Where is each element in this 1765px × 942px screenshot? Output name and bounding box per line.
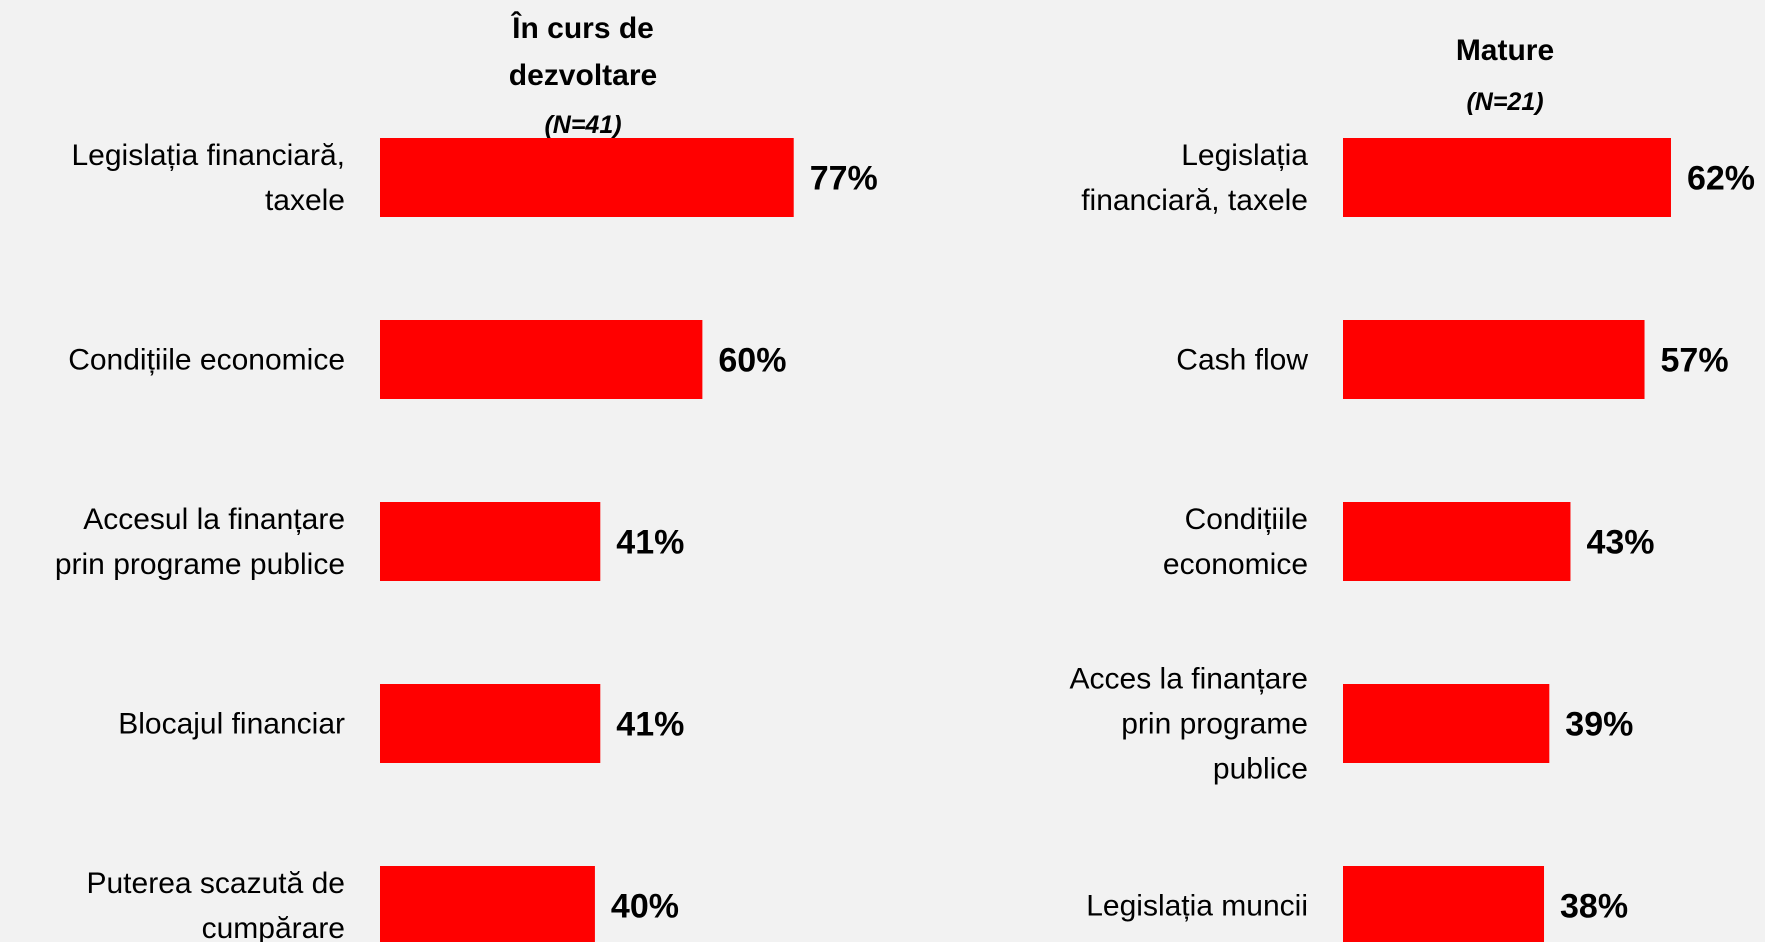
data-label: 40% <box>611 888 679 926</box>
category-label: Acces la finanțare prin programe publice <box>1070 663 1308 786</box>
data-label: 60% <box>718 342 786 380</box>
bar-1 <box>1343 138 1671 217</box>
chart-title-line: dezvoltare <box>509 59 657 92</box>
chart-title-line: Mature <box>1456 34 1554 67</box>
category-label: Legislația financiară, taxele <box>1081 139 1308 217</box>
category-label-line: Legislația financiară, <box>71 139 345 172</box>
category-label-line: Condițiile economice <box>68 344 345 377</box>
category-label: Blocajul financiar <box>118 708 345 741</box>
category-label: Cash flow <box>1176 344 1308 377</box>
category-label: Legislația muncii <box>1086 890 1308 923</box>
chart-panel-1: În curs de dezvoltare (N=41) 77% Legislația … <box>55 11 878 942</box>
data-label: 57% <box>1661 342 1729 380</box>
category-label-line: taxele <box>265 184 345 217</box>
category-label: Accesul la finanțare prin programe public… <box>55 503 345 581</box>
category-label-line: Legislația <box>1181 139 1308 172</box>
bar-1 <box>380 138 794 217</box>
category-label-line: Condițiile <box>1185 503 1308 536</box>
data-label: 41% <box>616 706 684 744</box>
chart-subtitle: (N=21) <box>1466 88 1543 116</box>
data-label: 77% <box>810 160 878 198</box>
bar-2 <box>380 320 703 399</box>
category-label: Condițiile economice <box>68 344 345 377</box>
chart-title: În curs de dezvoltare <box>509 11 657 92</box>
bar-5 <box>1343 866 1545 942</box>
data-label: 62% <box>1687 160 1755 198</box>
bar-2 <box>1343 320 1645 399</box>
category-label-line: prin programe publice <box>55 548 345 581</box>
category-label-line: Accesul la finanțare <box>83 503 345 536</box>
category-label-line: Legislația muncii <box>1086 890 1308 923</box>
category-label-line: prin programe <box>1121 708 1308 741</box>
bar-3 <box>380 502 601 581</box>
bar-3 <box>1343 502 1571 581</box>
category-label-line: publice <box>1213 753 1308 786</box>
category-label-line: Cash flow <box>1176 344 1308 377</box>
category-label-line: economice <box>1163 548 1308 581</box>
category-label-line: cumpărare <box>202 912 345 942</box>
category-label-line: Acces la finanțare <box>1070 663 1308 696</box>
chart-subtitle: (N=41) <box>544 111 621 139</box>
chart-title: Mature <box>1456 34 1554 67</box>
category-label-line: financiară, taxele <box>1081 184 1308 217</box>
category-label-line: Puterea scazută de <box>86 867 345 900</box>
chart-title-line: În curs de <box>510 11 654 45</box>
data-label: 41% <box>616 524 684 562</box>
chart-panel-2: Mature (N=21) 62% Legislația financiară, tax… <box>1070 34 1755 942</box>
bar-5 <box>380 866 595 942</box>
category-label-line: Blocajul financiar <box>118 708 345 741</box>
category-label: Condițiile economice <box>1163 503 1308 581</box>
data-label: 39% <box>1565 706 1633 744</box>
bar-4 <box>380 684 601 763</box>
bar-4 <box>1343 684 1550 763</box>
category-label: Legislația financiară, taxele <box>71 139 345 217</box>
category-label: Puterea scazută de cumpărare <box>86 867 345 942</box>
data-label: 43% <box>1586 524 1654 562</box>
data-label: 38% <box>1560 888 1628 926</box>
